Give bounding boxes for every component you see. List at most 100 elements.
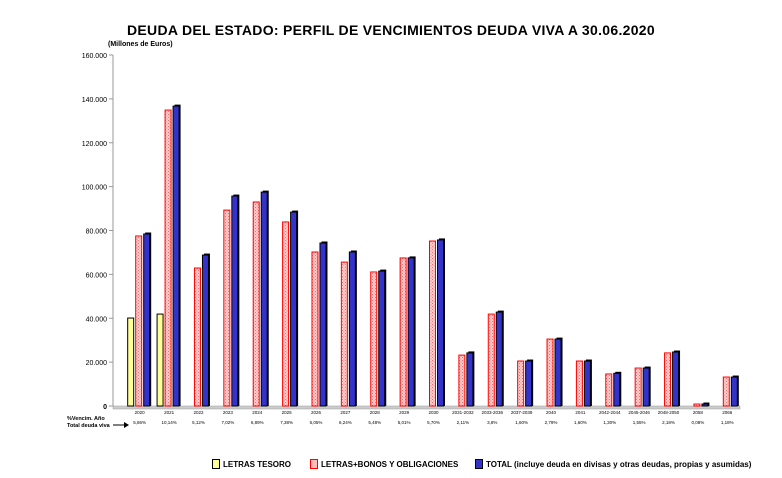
bar-2-2041 bbox=[583, 360, 591, 407]
percent-label: 0,08% bbox=[692, 420, 705, 425]
bar-1-2031-2032 bbox=[458, 354, 466, 407]
bar-2-2033-2036 bbox=[495, 311, 503, 407]
bar-1-2022 bbox=[193, 267, 201, 407]
legend-item-letras: LETRAS TESORO bbox=[212, 459, 291, 469]
x-tick-label: 2066 bbox=[722, 410, 733, 415]
x-tick-label: 2020 bbox=[135, 410, 146, 415]
percent-label: 6,89% bbox=[251, 420, 264, 425]
percent-label: 6,24% bbox=[339, 420, 352, 425]
bar-1-2037-2039 bbox=[517, 360, 525, 407]
bar-2-2021 bbox=[172, 105, 180, 407]
percent-label: 1,18% bbox=[721, 420, 734, 425]
y-tick-label: 140.000 bbox=[82, 97, 107, 104]
percent-label: 5,12% bbox=[192, 420, 205, 425]
legend-swatch bbox=[475, 459, 483, 469]
bar-2-2022 bbox=[201, 254, 209, 407]
bar-2-2030 bbox=[437, 239, 444, 407]
x-tick-label: 2024 bbox=[252, 410, 263, 415]
bar-1-2058 bbox=[693, 403, 701, 407]
y-tick-label: 0 bbox=[103, 404, 107, 411]
x-tick-label: 2026 bbox=[311, 410, 322, 415]
bar-2-2066 bbox=[730, 376, 738, 407]
legend-item-bonos: LETRAS+BONOS Y OBLIGACIONES bbox=[310, 459, 458, 469]
bar-2-2027 bbox=[348, 251, 356, 407]
percent-label: 10,14% bbox=[161, 420, 176, 425]
x-tick-label: 2021 bbox=[164, 410, 175, 415]
bar-2-2029 bbox=[407, 257, 415, 407]
percent-label: 6,05% bbox=[310, 420, 323, 425]
bar-2-2026 bbox=[319, 242, 327, 407]
bar-1-2025 bbox=[282, 221, 290, 407]
x-tick-label: 2040 bbox=[546, 410, 557, 415]
percent-label: 2,11% bbox=[457, 420, 469, 425]
bar-1-2023 bbox=[223, 209, 231, 407]
bar-2-2048-2050 bbox=[672, 351, 680, 407]
y-axis-label: (Millones de Euros) bbox=[108, 41, 173, 48]
percent-label: 1,60% bbox=[574, 420, 587, 425]
x-tick-label: 2029 bbox=[399, 410, 410, 415]
row-label-1: %Vencim. Año bbox=[67, 416, 105, 422]
percent-label: 2,79% bbox=[545, 420, 558, 425]
bar-2-2042-2044 bbox=[613, 372, 621, 407]
x-tick-label: 2037-2039 bbox=[511, 410, 533, 415]
chart-title: DEUDA DEL ESTADO: PERFIL DE VENCIMIENTOS… bbox=[127, 22, 655, 38]
bar-1-2030 bbox=[429, 240, 436, 407]
bar-2-2040 bbox=[554, 338, 562, 407]
bar-2-2037-2039 bbox=[525, 360, 533, 407]
legend-label: LETRAS+BONOS Y OBLIGACIONES bbox=[321, 459, 459, 469]
bar-2-2058 bbox=[701, 403, 709, 407]
percent-label: 5,48% bbox=[368, 420, 381, 425]
bar-1-2026 bbox=[311, 251, 319, 407]
y-tick-label: 80.000 bbox=[86, 229, 108, 236]
bar-2-2045-2046 bbox=[642, 367, 650, 407]
bar-1-2024 bbox=[252, 201, 260, 407]
bar-1-2048-2050 bbox=[664, 352, 672, 407]
bar-2-2028 bbox=[378, 270, 386, 407]
bar-1-2066 bbox=[722, 376, 730, 407]
percent-label: 1,55% bbox=[633, 420, 646, 425]
percent-label: 5,86% bbox=[133, 420, 146, 425]
legend-label: TOTAL (incluye deuda en divisas y otras … bbox=[486, 459, 752, 469]
x-tick-label: 2023 bbox=[223, 410, 234, 415]
bar-2-2024 bbox=[260, 191, 268, 407]
bar-0-2020 bbox=[127, 317, 135, 407]
percent-label: 7,38% bbox=[280, 420, 293, 425]
arrow-icon bbox=[124, 422, 129, 428]
bar-1-2042-2044 bbox=[605, 373, 613, 407]
y-tick-label: 120.000 bbox=[82, 141, 107, 148]
bar-1-2041 bbox=[575, 360, 583, 407]
legend-item-total: TOTAL (incluye deuda en divisas y otras … bbox=[475, 459, 751, 469]
x-tick-label: 2030 bbox=[428, 410, 439, 415]
bar-1-2045-2046 bbox=[634, 367, 642, 407]
bar-1-2028 bbox=[370, 271, 378, 407]
x-tick-label: 2033-2036 bbox=[481, 410, 503, 415]
bar-1-2029 bbox=[399, 257, 407, 407]
bar-1-2033-2036 bbox=[487, 313, 495, 407]
legend-swatch bbox=[212, 459, 220, 469]
legend-label: LETRAS TESORO bbox=[223, 459, 292, 469]
x-tick-label: 2027 bbox=[340, 410, 351, 415]
bar-0-2021 bbox=[156, 313, 164, 407]
x-tick-label: 2048-2050 bbox=[658, 410, 680, 415]
percent-label: 1,30% bbox=[603, 420, 616, 425]
percent-label: 3,8% bbox=[487, 420, 497, 425]
y-tick-label: 20.000 bbox=[86, 360, 108, 367]
bar-2-2031-2032 bbox=[466, 352, 474, 407]
percent-label: 1,60% bbox=[515, 420, 528, 425]
bar-2-2023 bbox=[231, 195, 239, 407]
bar-2-2020 bbox=[143, 233, 151, 407]
bar-1-2027 bbox=[340, 261, 348, 407]
x-tick-label: 2031-2032 bbox=[452, 410, 474, 415]
x-tick-label: 2028 bbox=[370, 410, 381, 415]
bar-1-2040 bbox=[546, 338, 554, 407]
y-tick-label: 40.000 bbox=[86, 316, 108, 323]
percent-label: 5,01% bbox=[398, 420, 411, 425]
x-tick-label: 2045-2046 bbox=[628, 410, 650, 415]
x-tick-label: 2041 bbox=[575, 410, 586, 415]
x-tick-label: 2025 bbox=[282, 410, 293, 415]
x-axis bbox=[112, 405, 741, 410]
legend-swatch bbox=[310, 459, 318, 469]
percent-label: 2,18% bbox=[662, 420, 675, 425]
y-tick-label: 60.000 bbox=[86, 272, 108, 279]
bar-1-2020 bbox=[135, 235, 143, 407]
